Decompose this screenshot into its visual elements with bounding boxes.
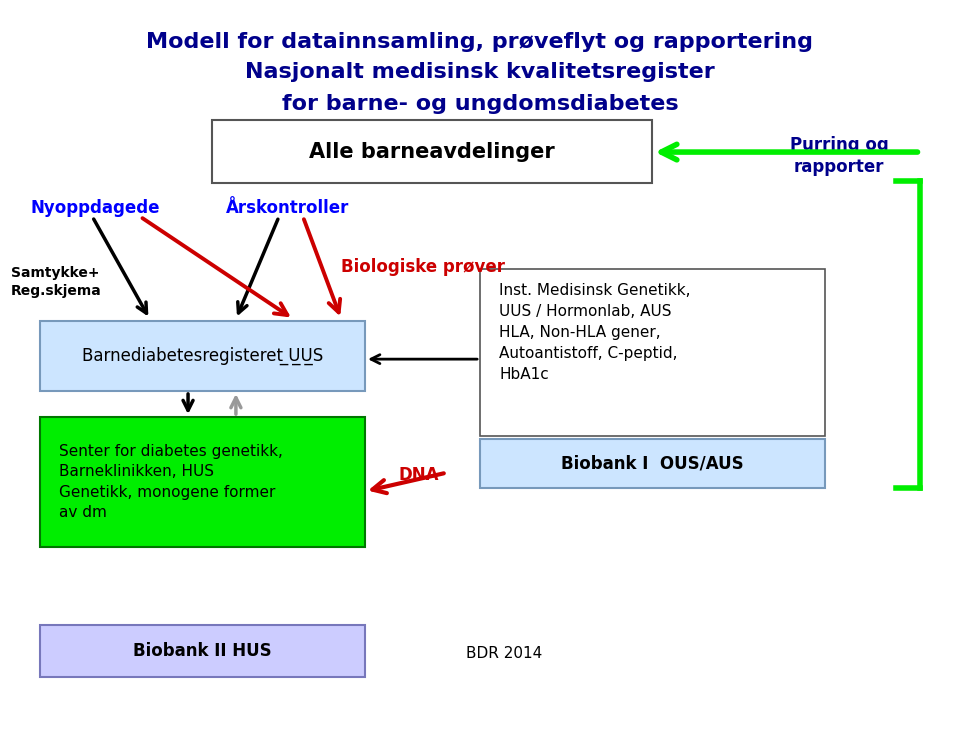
Text: Nyoppdagede: Nyoppdagede [30,199,159,217]
Text: Nasjonalt medisinsk kvalitetsregister: Nasjonalt medisinsk kvalitetsregister [245,62,715,82]
Text: Biologiske prøver: Biologiske prøver [341,259,505,276]
Text: Alle barneavdelinger: Alle barneavdelinger [309,142,555,162]
Text: Samtykke+
Reg.skjema: Samtykke+ Reg.skjema [11,266,102,297]
Text: Senter for diabetes genetikk,
Barneklinikken, HUS
Genetikk, monogene former
av d: Senter for diabetes genetikk, Barneklini… [59,444,282,520]
FancyBboxPatch shape [39,320,365,391]
FancyBboxPatch shape [39,417,365,547]
Text: Barnediabetesregisteret ̲U̲U̲S: Barnediabetesregisteret ̲U̲U̲S [82,346,323,365]
Text: Biobank II HUS: Biobank II HUS [133,642,272,660]
FancyBboxPatch shape [480,440,825,487]
Text: for barne- og ungdomsdiabetes: for barne- og ungdomsdiabetes [281,94,679,114]
FancyBboxPatch shape [480,269,825,436]
Text: DNA: DNA [398,466,439,484]
Text: BDR 2014: BDR 2014 [466,646,541,662]
Text: Inst. Medisinsk Genetikk,
UUS / Hormonlab, AUS
HLA, Non-HLA gener,
Autoantistoff: Inst. Medisinsk Genetikk, UUS / Hormonla… [499,283,690,382]
FancyBboxPatch shape [39,625,365,676]
Text: Årskontroller: Årskontroller [227,199,349,217]
Text: Modell for datainnsamling, prøveflyt og rapportering: Modell for datainnsamling, prøveflyt og … [147,32,813,52]
Text: Biobank I  OUS/AUS: Biobank I OUS/AUS [561,454,744,472]
Text: Purring og
rapporter: Purring og rapporter [789,136,888,176]
FancyBboxPatch shape [212,120,652,183]
